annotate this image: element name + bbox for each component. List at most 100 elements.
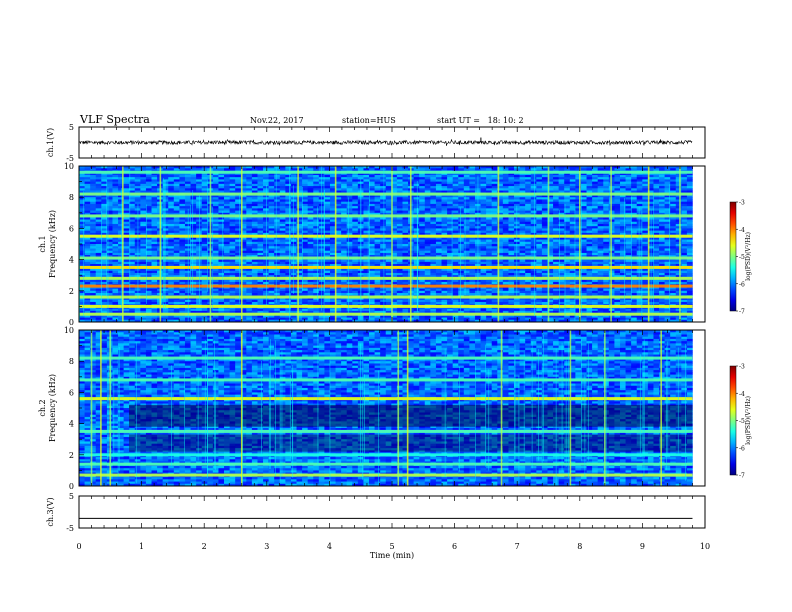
ch1-spectrogram-noise-cell	[251, 203, 258, 207]
ch1-spectrogram-noise-cell	[240, 281, 247, 285]
ch1-spectrogram-noise-cell	[279, 226, 286, 229]
ch1-spectrogram-noise-cell	[95, 172, 102, 176]
ch1-spectrogram-noise-cell	[129, 210, 136, 214]
ch1-spectrogram-noise-cell	[257, 315, 264, 318]
ch1-spectrogram-noise-cell	[251, 181, 258, 185]
ch1-spectrogram-noise-cell	[101, 290, 108, 294]
ch1-spectrogram-noise-cell	[285, 248, 292, 251]
ch1-spectrogram-noise-cell	[413, 177, 420, 180]
ch1-spectrogram-noise-cell	[352, 317, 359, 321]
ch1-spectrogram-noise-cell	[424, 308, 431, 312]
ch1-spectrogram-noise-cell	[257, 264, 264, 267]
ch1-spectrogram-noise-cell	[302, 268, 308, 272]
ch1-spectrogram-noise-cell	[190, 199, 197, 202]
ch1-spectrogram-noise-cell	[419, 174, 426, 178]
ch1-spectrogram-noise-cell	[212, 194, 219, 198]
ch1-spectrogram-noise-cell	[463, 252, 470, 256]
ch1-spectrogram-noise-cell	[285, 197, 292, 200]
ch1-spectrogram-noise-cell	[424, 181, 431, 185]
ch1-spectrogram-noise-cell	[385, 250, 392, 254]
ch1-spectrogram-noise-cell	[224, 199, 230, 202]
ch1-spectrogram-noise-cell	[90, 301, 97, 305]
ch1-spectrogram-noise-cell	[218, 264, 225, 267]
ch1-spectrogram-noise-cell	[168, 255, 175, 258]
ch1-spectrogram-noise-cell	[106, 261, 113, 265]
ch1-spectrogram-noise-cell	[263, 228, 269, 231]
ch1-spectrogram-noise-cell	[84, 246, 91, 249]
ch1-spectrogram-noise-cell	[452, 308, 459, 312]
ch1-spectrogram-noise-cell	[112, 310, 119, 314]
ch1-spectrogram-noise-cell	[168, 183, 175, 187]
ch1-spectrogram-noise-cell	[218, 317, 225, 321]
ch1-spectrogram-noise-cell	[413, 181, 420, 185]
ch1-spectrogram-noise-cell	[290, 210, 297, 214]
ch1-spectrogram-noise-cell	[296, 188, 303, 191]
ch1-spectrogram-noise-cell	[190, 297, 197, 301]
ch1-spectrogram-noise-cell	[162, 168, 169, 171]
ch1-spectrogram-noise-cell	[385, 228, 392, 231]
ch1-spectrogram-noise-cell	[123, 255, 130, 258]
ch1-spectrogram-noise-cell	[140, 219, 147, 223]
ch1-spectrogram-noise-cell	[101, 190, 108, 194]
ch1-spectrogram-noise-cell	[140, 308, 147, 312]
ch1-spectrogram-noise-cell	[452, 301, 459, 305]
ch1-spectrogram-noise-cell	[162, 246, 169, 249]
ch1-spectrogram-noise-cell	[112, 246, 119, 249]
ch1-spectrogram-noise-cell	[274, 219, 281, 223]
ch1-spectrogram-noise-cell	[413, 188, 420, 191]
ch1-spectrogram-noise-cell	[101, 199, 108, 202]
ch1-spectrogram-noise-cell	[224, 248, 230, 251]
ch1-spectrogram-noise-cell	[235, 250, 242, 254]
ch1-spectrogram-noise-cell	[84, 272, 91, 276]
ch1-spectrogram-noise-cell	[184, 166, 191, 169]
ch1-spectrogram-noise-cell	[363, 199, 370, 202]
ch1-spectrogram-noise-cell	[123, 206, 130, 209]
ch1-spectrogram-noise-cell	[95, 261, 102, 265]
ch1-spectrogram-noise-cell	[151, 181, 158, 185]
ch1-spectrogram-noise-cell	[263, 264, 269, 267]
ch1-spectrogram-noise-cell	[173, 261, 180, 265]
ch1-spectrogram-noise-cell	[235, 290, 242, 294]
ch1-spectrogram-noise-cell	[268, 290, 275, 294]
ch1-spectrogram-noise-cell	[106, 210, 113, 214]
ch1-spectrogram-noise-cell	[251, 270, 258, 274]
ch1-spectrogram-noise-cell	[106, 186, 113, 189]
ch1-spectrogram-noise-cell	[190, 232, 197, 236]
ch1-spectrogram-noise-cell	[101, 223, 108, 227]
ch1-spectrogram-noise-cell	[134, 308, 141, 312]
ch1-spectrogram-noise-cell	[251, 268, 258, 272]
ch1-spectrogram-noise-cell	[101, 174, 108, 178]
ch1-spectrogram-noise-cell	[313, 244, 320, 247]
ch1-spectrogram-noise-cell	[274, 297, 281, 301]
ch1-spectrogram-noise-cell	[84, 223, 91, 227]
ch1-spectrogram-noise-cell	[290, 221, 297, 225]
ch1-spectrogram-noise-cell	[229, 299, 236, 303]
ch1-spectrogram-noise-cell	[95, 206, 102, 209]
ch1-spectrogram-noise-cell	[257, 206, 264, 209]
ch1-spectrogram-noise-cell	[285, 168, 292, 171]
ch1-spectrogram-noise-cell	[424, 208, 431, 211]
ch1-spectrogram-noise-cell	[352, 261, 359, 265]
ch1-spectrogram-noise-cell	[435, 203, 442, 207]
ch1-spectrogram-noise-cell	[145, 226, 152, 229]
ch1-spectrogram-noise-cell	[463, 181, 470, 185]
ch1-spectrogram-noise-cell	[324, 264, 331, 267]
ch1-spectrogram-noise-cell	[101, 246, 108, 249]
ch1-spectrogram-noise-cell	[218, 270, 225, 274]
ch1-spectrogram-noise-cell	[140, 310, 147, 314]
ch1-spectrogram-noise-cell	[435, 206, 442, 209]
ch1-spectrogram-noise-cell	[374, 174, 381, 178]
ch1-spectrogram-noise-cell	[218, 290, 225, 294]
ch1-spectrogram-noise-cell	[151, 174, 158, 178]
ch1-spectrogram-noise-cell	[84, 319, 91, 323]
ch1-spectrogram-noise-cell	[346, 259, 353, 263]
ch1-spectrogram-noise-cell	[341, 188, 347, 191]
ch1-spectrogram-noise-cell	[184, 179, 191, 182]
ch1-spectrogram-noise-cell	[90, 275, 97, 278]
ch1-spectrogram-noise-cell	[79, 212, 85, 216]
ch1-spectrogram-noise-cell	[458, 206, 465, 209]
ch1-spectrogram-noise-cell	[290, 197, 297, 200]
ch1-spectrogram-noise-cell	[84, 186, 91, 189]
ch1-spectrogram-noise-cell	[173, 199, 180, 202]
ch1-spectrogram-noise-cell	[212, 206, 219, 209]
